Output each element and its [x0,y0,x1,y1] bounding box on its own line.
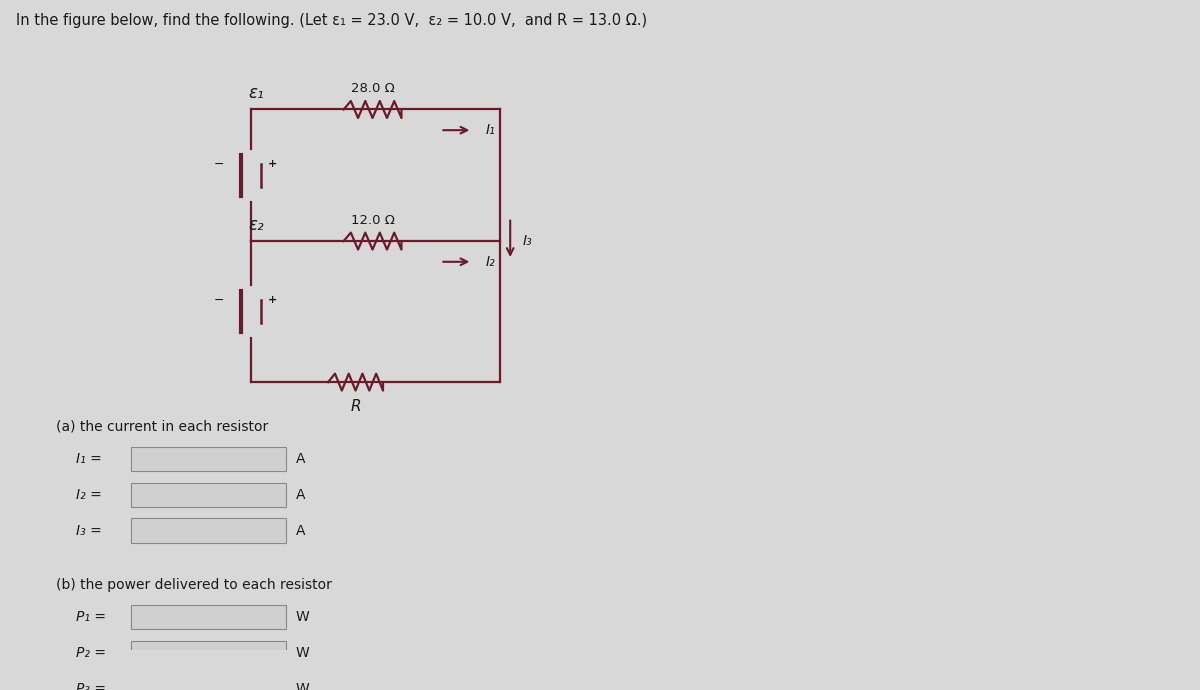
Text: 28.0 Ω: 28.0 Ω [350,82,395,95]
Text: +: + [268,159,277,169]
Text: W: W [295,646,310,660]
Text: P₂ =: P₂ = [77,646,107,660]
Text: (b) the power delivered to each resistor: (b) the power delivered to each resistor [56,578,332,591]
Text: ε₁: ε₁ [248,84,264,102]
Text: I₂: I₂ [485,255,496,269]
Text: I₃ =: I₃ = [77,524,102,538]
Text: R: R [350,399,361,414]
Text: +: + [268,295,277,306]
FancyBboxPatch shape [131,518,286,543]
Text: −: − [214,157,224,170]
Text: A: A [295,488,305,502]
Text: W: W [295,682,310,690]
FancyBboxPatch shape [131,605,286,629]
Text: In the figure below, find the following. (Let ε₁ = 23.0 V,  ε₂ = 10.0 V,  and R : In the figure below, find the following.… [17,12,648,28]
Text: −: − [214,294,224,307]
FancyBboxPatch shape [131,640,286,665]
Text: P₃ =: P₃ = [77,682,107,690]
Text: I₃: I₃ [522,234,532,248]
Text: A: A [295,524,305,538]
Text: I₁ =: I₁ = [77,452,102,466]
Text: I₂ =: I₂ = [77,488,102,502]
Text: I₁: I₁ [485,124,496,137]
Text: W: W [295,610,310,624]
Text: A: A [295,452,305,466]
Text: (a) the current in each resistor: (a) the current in each resistor [56,420,269,434]
FancyBboxPatch shape [131,676,286,690]
Text: P₁ =: P₁ = [77,610,107,624]
FancyBboxPatch shape [131,447,286,471]
Text: 12.0 Ω: 12.0 Ω [350,214,395,227]
Text: ε₂: ε₂ [248,215,264,234]
FancyBboxPatch shape [131,483,286,507]
